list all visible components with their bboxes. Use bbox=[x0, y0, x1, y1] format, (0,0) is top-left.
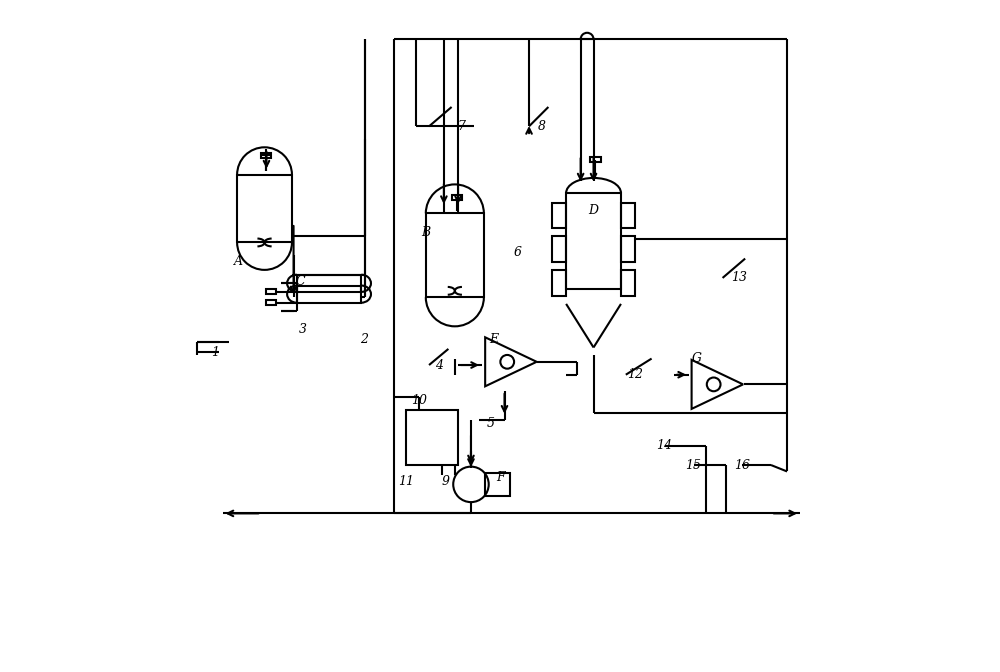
Bar bbox=[485, 473, 510, 496]
Bar bbox=[266, 300, 276, 305]
Text: G: G bbox=[692, 352, 702, 365]
Bar bbox=[297, 286, 361, 302]
Text: 16: 16 bbox=[734, 458, 750, 472]
Text: D: D bbox=[589, 204, 599, 216]
Bar bbox=[566, 193, 621, 289]
Text: 2: 2 bbox=[361, 333, 369, 345]
Bar bbox=[552, 269, 566, 296]
Bar bbox=[621, 269, 635, 296]
Text: 14: 14 bbox=[657, 439, 673, 452]
Text: 10: 10 bbox=[411, 394, 427, 407]
Bar bbox=[426, 214, 484, 297]
Bar bbox=[237, 175, 292, 243]
Text: 5: 5 bbox=[486, 417, 494, 429]
Bar bbox=[621, 202, 635, 228]
Text: 1: 1 bbox=[211, 345, 219, 359]
Text: 4: 4 bbox=[435, 359, 443, 372]
Text: 11: 11 bbox=[398, 474, 414, 488]
Bar bbox=[552, 202, 566, 228]
Bar bbox=[297, 275, 361, 292]
Text: C: C bbox=[295, 275, 305, 288]
Text: 7: 7 bbox=[457, 120, 465, 133]
Bar bbox=[552, 236, 566, 262]
Bar bbox=[590, 157, 601, 163]
Bar bbox=[261, 153, 271, 158]
Text: 8: 8 bbox=[538, 120, 546, 133]
Bar bbox=[266, 289, 276, 294]
Bar bbox=[406, 410, 458, 465]
Text: 3: 3 bbox=[299, 323, 307, 336]
Text: 6: 6 bbox=[513, 246, 521, 259]
Text: 9: 9 bbox=[441, 474, 449, 488]
Text: F: F bbox=[496, 472, 504, 485]
Bar bbox=[452, 195, 462, 200]
Text: E: E bbox=[489, 333, 498, 345]
Text: 12: 12 bbox=[627, 368, 643, 381]
Text: B: B bbox=[421, 226, 430, 239]
Bar bbox=[621, 236, 635, 262]
Text: A: A bbox=[234, 255, 243, 268]
Text: 13: 13 bbox=[731, 271, 747, 284]
Text: 15: 15 bbox=[686, 458, 702, 472]
